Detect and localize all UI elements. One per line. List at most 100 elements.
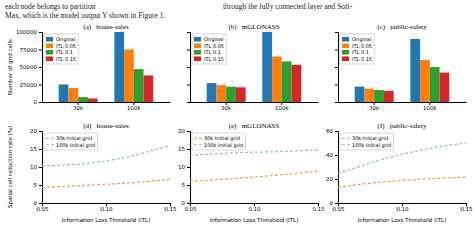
y-axis-line <box>39 33 43 103</box>
bar <box>59 85 69 103</box>
legend-swatch <box>46 37 53 42</box>
y-tick-mark <box>335 32 338 33</box>
x-tick-label: 0.10 <box>396 206 409 212</box>
legend-frame <box>44 34 78 64</box>
x-axis: 0.05 0.10 0.15 <box>332 203 473 212</box>
y-tick: 60 <box>326 128 338 134</box>
x-tick: 0.05 <box>36 203 49 212</box>
x-tick-label: 30k <box>73 105 84 111</box>
legend-swatch <box>194 50 201 55</box>
x-axis-line <box>43 102 171 103</box>
y-tick-mark <box>187 203 190 204</box>
legend-label: 100k Initial grid <box>56 142 95 149</box>
legend-swatch <box>342 56 349 61</box>
legend: 30k Initial grid100k Initial grid <box>340 133 393 150</box>
x-tick-label: 30k <box>369 105 380 111</box>
legend-swatch <box>194 37 201 42</box>
y-tick-label: 15 <box>30 146 37 152</box>
y-tick-label: 100000 <box>16 29 37 35</box>
y-axis: 0204060 <box>326 128 339 206</box>
y-axis: 0250005000075000100000 <box>16 29 43 105</box>
y-tick-mark <box>39 131 42 132</box>
y-tick-mark <box>335 50 338 51</box>
y-tick <box>335 67 338 68</box>
y-tick-mark <box>335 131 338 132</box>
y-tick-mark <box>187 67 190 68</box>
x-axis-line <box>191 102 319 103</box>
bar <box>114 32 124 102</box>
legend-swatch <box>342 43 349 48</box>
x-tick-label: 0.15 <box>460 206 473 212</box>
bar <box>374 90 384 102</box>
legend: OriginalITL 0.05ITL 0.1ITL 0.15 <box>340 34 374 64</box>
legend-swatch <box>342 50 349 55</box>
bar <box>207 83 217 102</box>
y-tick: 20 <box>326 176 338 182</box>
y-tick: 25000 <box>20 82 43 88</box>
x-tick: 100k <box>423 102 437 111</box>
y-axis: 05101520 <box>178 128 191 206</box>
legend-swatch <box>46 43 53 48</box>
panel-title: (f) public-safety <box>378 122 427 130</box>
y-tick-mark <box>335 67 338 68</box>
y-tick-label: 60 <box>326 128 333 134</box>
legend-label: ITL 0.05 <box>56 43 76 49</box>
x-tick: 0.15 <box>460 203 473 212</box>
x-tick: 0.10 <box>100 203 113 212</box>
y-tick-mark <box>39 185 42 186</box>
y-tick <box>187 102 190 103</box>
bar <box>292 65 302 102</box>
y-tick-mark <box>39 85 42 86</box>
legend-swatch <box>342 37 349 42</box>
legend: OriginalITL 0.05ITL 0.1ITL 0.15 <box>192 34 226 64</box>
x-tick-label: 30k <box>221 105 232 111</box>
y-tick-mark <box>335 85 338 86</box>
y-tick-label: 20 <box>30 128 37 134</box>
legend-swatch <box>194 56 201 61</box>
bar <box>236 87 246 102</box>
legend-swatch <box>46 56 53 61</box>
bar <box>355 87 365 102</box>
x-tick: 30k <box>221 102 232 111</box>
x-tick: 30k <box>73 102 84 111</box>
y-tick-mark <box>187 50 190 51</box>
y-tick-mark <box>39 67 42 68</box>
panel-title: (e) mGLONASS <box>229 122 280 130</box>
panel-title: (c) public-safety <box>377 23 427 31</box>
bar <box>124 50 134 103</box>
plot-area <box>190 150 318 181</box>
y-axis <box>187 33 191 103</box>
legend-frame <box>44 133 97 150</box>
bar <box>68 88 78 102</box>
y-axis: 05101520 <box>30 128 43 206</box>
legend-label: ITL 0.1 <box>56 49 73 55</box>
y-tick: 5 <box>182 182 191 188</box>
x-axis: 0.050.100.15 <box>184 203 325 212</box>
x-tick-label: 0.05 <box>36 206 49 212</box>
x-tick-label: 0.10 <box>100 206 113 212</box>
y-tick-mark <box>39 102 42 103</box>
x-tick-label: 0.05 <box>332 206 345 212</box>
y-tick-mark <box>187 131 190 132</box>
y-tick-label: 5 <box>182 182 186 188</box>
x-tick: 100k <box>275 102 289 111</box>
legend-label: ITL 0.15 <box>56 56 76 62</box>
bar <box>78 97 88 102</box>
x-axis-line <box>339 102 467 103</box>
annotation: through the fully connected layer and So… <box>223 2 353 11</box>
y-tick-mark <box>335 179 338 180</box>
y-tick-mark <box>335 155 338 156</box>
x-tick-label: 0.15 <box>164 206 177 212</box>
legend-frame <box>192 34 226 64</box>
y-tick-label: 20 <box>326 176 333 182</box>
x-tick: 30k <box>369 102 380 111</box>
y-tick: 50000 <box>20 64 43 70</box>
y-tick-mark <box>335 203 338 204</box>
x-tick-label: 100k <box>423 105 437 111</box>
panel-title: (a) house-sales <box>83 23 129 31</box>
y-tick-label: 10 <box>30 164 37 170</box>
x-tick: 0.10 <box>248 203 261 212</box>
panel: 30k100k(b) mGLONASSOriginalITL 0.05ITL 0… <box>187 23 319 111</box>
line <box>190 150 318 155</box>
x-axis-title: Information Loss Threshold (ITL) <box>210 217 299 223</box>
